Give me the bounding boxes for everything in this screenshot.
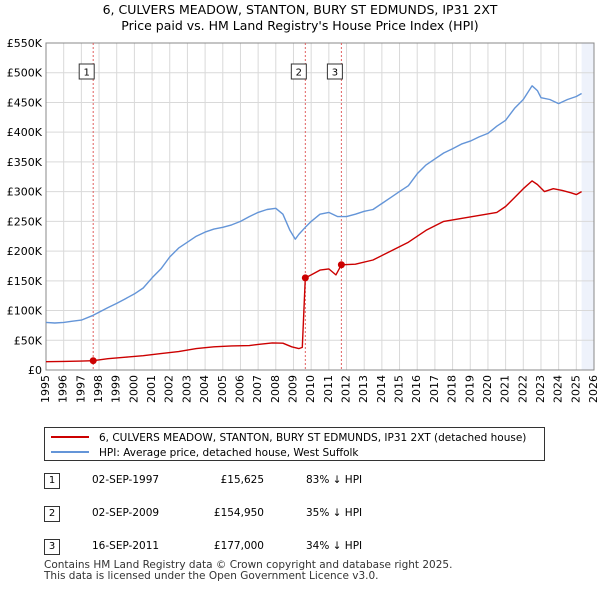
title-line-1: 6, CULVERS MEADOW, STANTON, BURY ST EDMU… <box>102 2 498 17</box>
table-row: 2 02-SEP-2009 £154,950 35% ↓ HPI <box>44 506 464 524</box>
legend-item-hpi: HPI: Average price, detached house, West… <box>51 446 359 460</box>
x-tick-label: 2004 <box>198 375 211 403</box>
chart-title: 6, CULVERS MEADOW, STANTON, BURY ST EDMU… <box>0 2 600 34</box>
forecast-shade <box>581 43 594 370</box>
table-row: 3 16-SEP-2011 £177,000 34% ↓ HPI <box>44 539 464 557</box>
transaction-hpi-diff: 83% ↓ HPI <box>306 474 363 486</box>
y-tick-label: £350K <box>7 156 43 169</box>
y-tick-label: £250K <box>7 215 43 228</box>
legend: 6, CULVERS MEADOW, STANTON, BURY ST EDMU… <box>44 427 545 461</box>
sale-marker-box <box>78 63 95 80</box>
x-tick-label: 1997 <box>74 375 87 403</box>
x-tick-label: 1998 <box>92 375 105 403</box>
x-tick-label: 2024 <box>552 375 565 403</box>
footer-licence: This data is licensed under the Open Gov… <box>44 570 379 582</box>
transaction-price: £154,950 <box>213 507 264 519</box>
transaction-hpi-diff: 34% ↓ HPI <box>306 540 363 552</box>
footer-copyright: Contains HM Land Registry data © Crown c… <box>44 559 453 571</box>
legend-swatch-property <box>51 436 89 438</box>
sale-marker-box <box>290 63 307 80</box>
y-tick-label: £300K <box>7 186 43 199</box>
transaction-price: £177,000 <box>213 540 264 552</box>
x-tick-label: 2013 <box>357 375 370 403</box>
transaction-date: 02-SEP-1997 <box>92 474 160 486</box>
x-tick-label: 2018 <box>446 375 459 403</box>
plot-area <box>46 43 594 370</box>
x-tick-label: 2008 <box>269 375 282 403</box>
x-tick-label: 2016 <box>410 375 423 403</box>
transaction-number: 1 <box>44 473 60 489</box>
legend-label-hpi: HPI: Average price, detached house, West… <box>99 447 359 459</box>
x-tick-label: 2021 <box>499 375 512 403</box>
transaction-price: £15,625 <box>220 474 264 486</box>
x-tick-label: 2002 <box>163 375 176 403</box>
sale-marker-box <box>326 63 343 80</box>
x-tick-label: 2007 <box>251 375 264 403</box>
x-tick-label: 2014 <box>375 375 388 403</box>
plot-border <box>45 42 595 371</box>
sale-point <box>301 274 309 282</box>
x-tick-label: 1999 <box>110 375 123 403</box>
y-tick-label: £50K <box>14 334 43 347</box>
legend-swatch-hpi <box>51 451 89 453</box>
sale-marker-label: 3 <box>332 68 338 79</box>
sale-marker-label: 2 <box>296 68 302 79</box>
y-tick-label: £150K <box>7 275 43 288</box>
sale-point <box>337 261 345 269</box>
transaction-date: 16-SEP-2011 <box>92 540 160 552</box>
y-tick-label: £100K <box>7 305 43 318</box>
x-tick-label: 1995 <box>39 375 52 403</box>
footer: Contains HM Land Registry data © Crown c… <box>44 560 452 582</box>
x-tick-label: 2000 <box>127 375 140 403</box>
x-tick-label: 2003 <box>180 375 193 403</box>
y-tick-label: £500K <box>7 67 43 80</box>
hpi-line <box>45 85 582 324</box>
x-tick-label: 2020 <box>481 375 494 403</box>
x-tick-label: 2017 <box>428 375 441 403</box>
y-tick-label: £450K <box>7 96 43 109</box>
transaction-hpi-diff: 35% ↓ HPI <box>306 507 363 519</box>
sale-marker-badge: 3 <box>326 63 343 80</box>
y-tick-label: £200K <box>7 245 43 258</box>
x-tick-label: 2012 <box>340 375 353 403</box>
table-row: 1 02-SEP-1997 £15,625 83% ↓ HPI <box>44 473 464 491</box>
price-chart: £0 £50K £100K £150K £200K £250K £300K £350K £400… <box>7 37 600 403</box>
x-tick-label: 1996 <box>57 375 70 403</box>
x-tick-label: 2026 <box>587 375 600 403</box>
x-tick-label: 2025 <box>569 375 582 403</box>
x-tick-label: 2023 <box>534 375 547 403</box>
transaction-number: 2 <box>44 506 60 522</box>
legend-label-property: 6, CULVERS MEADOW, STANTON, BURY ST EDMU… <box>99 432 527 444</box>
sale-marker-badge: 2 <box>290 63 307 80</box>
y-tick-label: £400K <box>7 126 43 139</box>
sale-marker-label: 1 <box>84 68 90 79</box>
x-tick-label: 2019 <box>463 375 476 403</box>
x-tick-label: 2010 <box>304 375 317 403</box>
x-tick-label: 2011 <box>322 375 335 403</box>
transaction-number: 3 <box>44 539 60 555</box>
x-tick-label: 2009 <box>286 375 299 403</box>
x-tick-label: 2005 <box>216 375 229 403</box>
sale-point <box>89 357 97 365</box>
title-line-2: Price paid vs. HM Land Registry's House … <box>121 18 479 33</box>
x-tick-label: 2006 <box>233 375 246 403</box>
transaction-date: 02-SEP-2009 <box>92 507 160 519</box>
property-price-line <box>45 180 582 363</box>
legend-item-property: 6, CULVERS MEADOW, STANTON, BURY ST EDMU… <box>51 431 526 445</box>
x-tick-label: 2022 <box>516 375 529 403</box>
sale-marker-badge: 1 <box>78 63 95 80</box>
x-tick-label: 2015 <box>393 375 406 403</box>
y-tick-label: £0 <box>28 364 42 377</box>
y-tick-label: £550K <box>7 37 43 50</box>
x-tick-label: 2001 <box>145 375 158 403</box>
